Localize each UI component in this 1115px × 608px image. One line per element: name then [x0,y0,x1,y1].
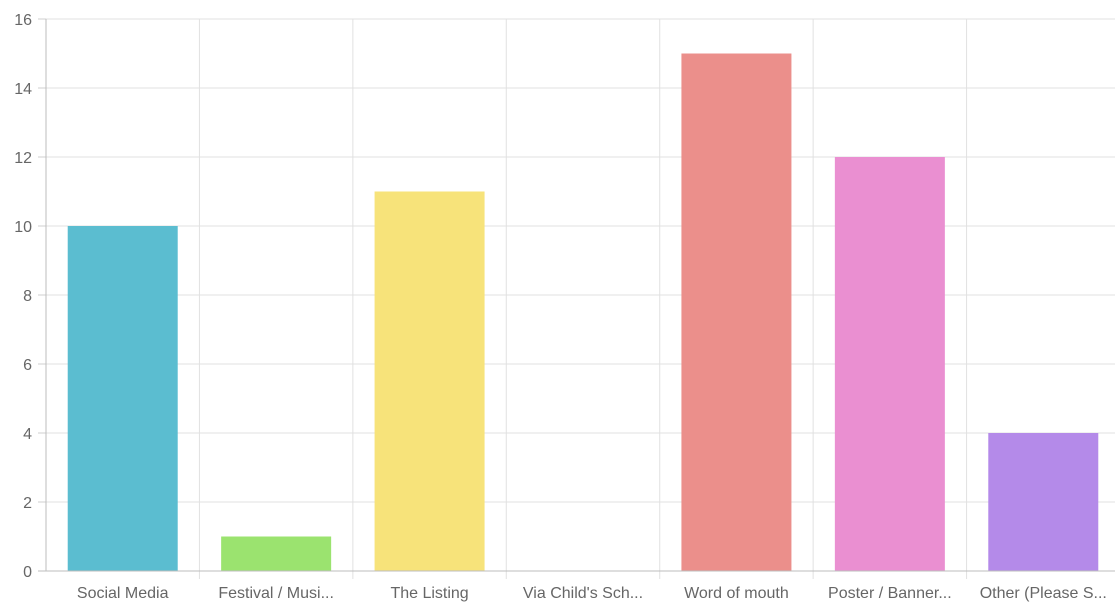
y-tick-labels: 0 2 4 6 8 10 12 14 16 [14,12,32,581]
y-tick-label: 4 [23,426,32,443]
axis-layer [38,18,1115,572]
x-tick-label: Poster / Banner... [828,585,952,602]
bar-0[interactable] [67,226,178,571]
y-tick-label: 0 [23,564,32,581]
bars-layer [67,53,1099,572]
x-tick-label: Other (Please S... [980,585,1107,602]
bar-5[interactable] [834,157,945,571]
y-tick-label: 16 [14,12,32,29]
bar-2[interactable] [374,191,485,572]
bar-4[interactable] [681,53,792,572]
x-tick-label: Festival / Musi... [218,585,334,602]
x-tick-labels: Social Media Festival / Musi... The Listin… [77,585,1107,602]
y-tick-label: 6 [23,357,32,374]
y-tick-label: 10 [14,219,32,236]
bar-1[interactable] [221,536,332,572]
grid-layer [46,18,1115,579]
x-tick-label: Word of mouth [684,585,789,602]
x-tick-label: The Listing [390,585,468,602]
y-tick-label: 2 [23,495,32,512]
bar-6[interactable] [988,433,1099,571]
x-tick-label: Via Child's Sch... [523,585,643,602]
y-tick-label: 8 [23,288,32,305]
x-tick-label: Social Media [77,585,169,602]
y-tick-label: 12 [14,150,32,167]
y-tick-label: 14 [14,81,32,98]
